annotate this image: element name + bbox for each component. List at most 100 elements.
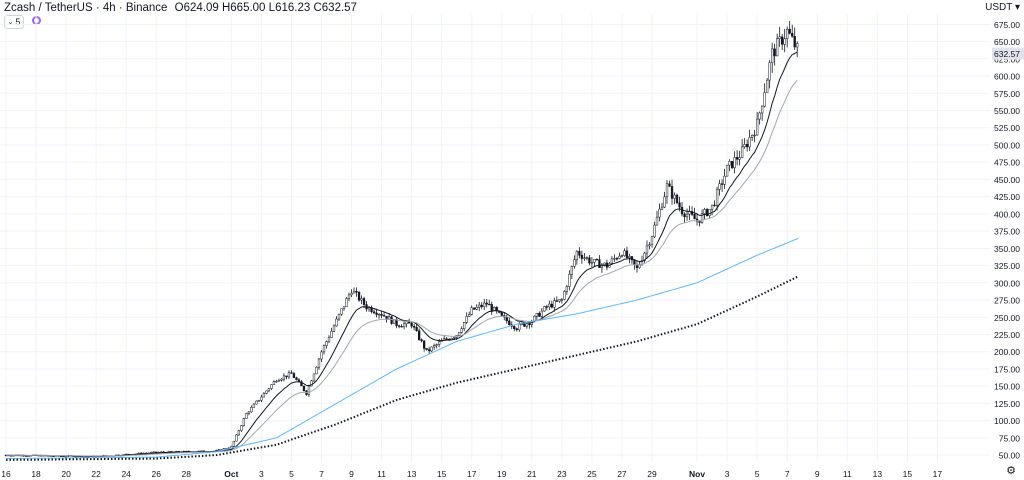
y-tick-label: 475.00: [994, 158, 1020, 168]
candle-body: [302, 385, 306, 391]
candle-body: [583, 257, 586, 259]
candle-body: [768, 62, 771, 81]
candle-body: [778, 36, 781, 39]
x-tick-label: 21: [527, 469, 537, 479]
candle-body: [786, 28, 789, 39]
x-tick-label: Nov: [689, 469, 705, 479]
candle-body: [763, 92, 766, 107]
candle-body: [705, 209, 709, 217]
candle-body: [275, 380, 278, 383]
y-tick-label: 275.00: [994, 296, 1020, 306]
x-tick-label: 9: [349, 469, 354, 479]
candle-body: [665, 183, 669, 198]
candle-body: [520, 323, 523, 325]
candle-body: [755, 118, 759, 136]
candle-body: [262, 393, 266, 398]
candle-body: [287, 372, 291, 378]
candle-body: [377, 313, 381, 316]
candle-body: [750, 134, 754, 138]
candle-body: [428, 349, 431, 352]
candle-body: [362, 298, 366, 305]
candle-body: [285, 375, 288, 378]
candle-body: [307, 385, 311, 395]
candle-body: [620, 255, 624, 257]
price-tag-box: [992, 47, 1024, 60]
candle-body: [445, 338, 448, 340]
candle-body: [518, 323, 521, 331]
candle-body: [680, 206, 684, 215]
candle-body: [625, 250, 629, 258]
candle-body: [748, 137, 751, 148]
candle-body: [412, 326, 416, 328]
candle-body: [330, 331, 333, 338]
indicators-collapse-button[interactable]: ⌄ 5: [4, 15, 24, 29]
x-tick-label: 7: [319, 469, 324, 479]
y-tick-label: 75.00: [999, 433, 1021, 443]
candle-body: [700, 213, 704, 223]
x-tick-label: 22: [91, 469, 101, 479]
candle-body: [543, 306, 546, 312]
candle-body: [350, 292, 353, 296]
time-axis: 16 18 20 22 24 26 28 Oct 3 5 7 9 11 13 15 17 19 21 23 25 27 2…: [1, 469, 942, 479]
candle-body: [438, 341, 441, 345]
candle-body: [315, 366, 318, 375]
candle-body: [397, 325, 401, 327]
candle-body: [430, 346, 433, 352]
candle-body: [653, 224, 656, 238]
candle-body: [633, 259, 636, 266]
candle-body: [422, 340, 426, 349]
gear-icon[interactable]: ⚙: [1006, 465, 1016, 477]
candle-body: [590, 262, 594, 264]
candle-body: [675, 194, 679, 204]
candle-body: [513, 326, 516, 329]
candle-body: [327, 337, 331, 342]
candle-body: [453, 337, 456, 339]
candle-body: [277, 380, 281, 382]
close-label: C: [313, 2, 322, 14]
y-tick-label: 150.00: [994, 382, 1020, 392]
candle-body: [140, 452, 143, 455]
candle-body: [488, 303, 491, 306]
candle-body: [678, 202, 681, 208]
y-tick-label: 450.00: [994, 175, 1020, 185]
x-tick-label: 15: [437, 469, 447, 479]
candle-body: [588, 257, 591, 264]
candle-body: [415, 327, 418, 332]
candle-body: [425, 348, 428, 350]
candle-body: [360, 298, 363, 301]
candle-body: [460, 328, 463, 333]
x-tick-label: 15: [903, 469, 913, 479]
candle-body: [74, 456, 78, 458]
candle-body: [713, 204, 716, 207]
candle-body: [250, 407, 253, 413]
candle-body: [300, 381, 303, 387]
candle-body: [325, 341, 328, 346]
currency-selector[interactable]: USDT ▾: [985, 2, 1020, 13]
y-tick-label: 300.00: [994, 278, 1020, 288]
candle-body: [545, 306, 548, 308]
candle-body: [372, 311, 376, 314]
candle-body: [245, 413, 248, 419]
candle-body: [265, 390, 268, 394]
ohlc-readout: O624.09 H665.00 L616.23 C632.57: [175, 2, 357, 14]
candle-body: [317, 358, 321, 368]
candle-body: [555, 300, 558, 302]
candle-body: [478, 304, 481, 308]
candle-body: [560, 299, 564, 301]
candle-body: [458, 332, 461, 336]
candle-body: [410, 322, 413, 327]
candle-body: [137, 452, 140, 455]
candle-body: [613, 258, 616, 260]
symbol-title[interactable]: Zcash / TetherUS · 4h · Binance: [4, 2, 168, 14]
candle-body: [322, 345, 326, 353]
candle-body: [733, 157, 736, 169]
candle-body: [570, 266, 574, 275]
x-tick-label: 26: [152, 469, 162, 479]
candle-body: [535, 312, 538, 317]
candle-body: [257, 399, 261, 402]
x-tick-label: 11: [843, 469, 852, 479]
candle-body: [523, 323, 526, 327]
candle-body: [347, 294, 351, 299]
candle-body: [648, 244, 651, 247]
